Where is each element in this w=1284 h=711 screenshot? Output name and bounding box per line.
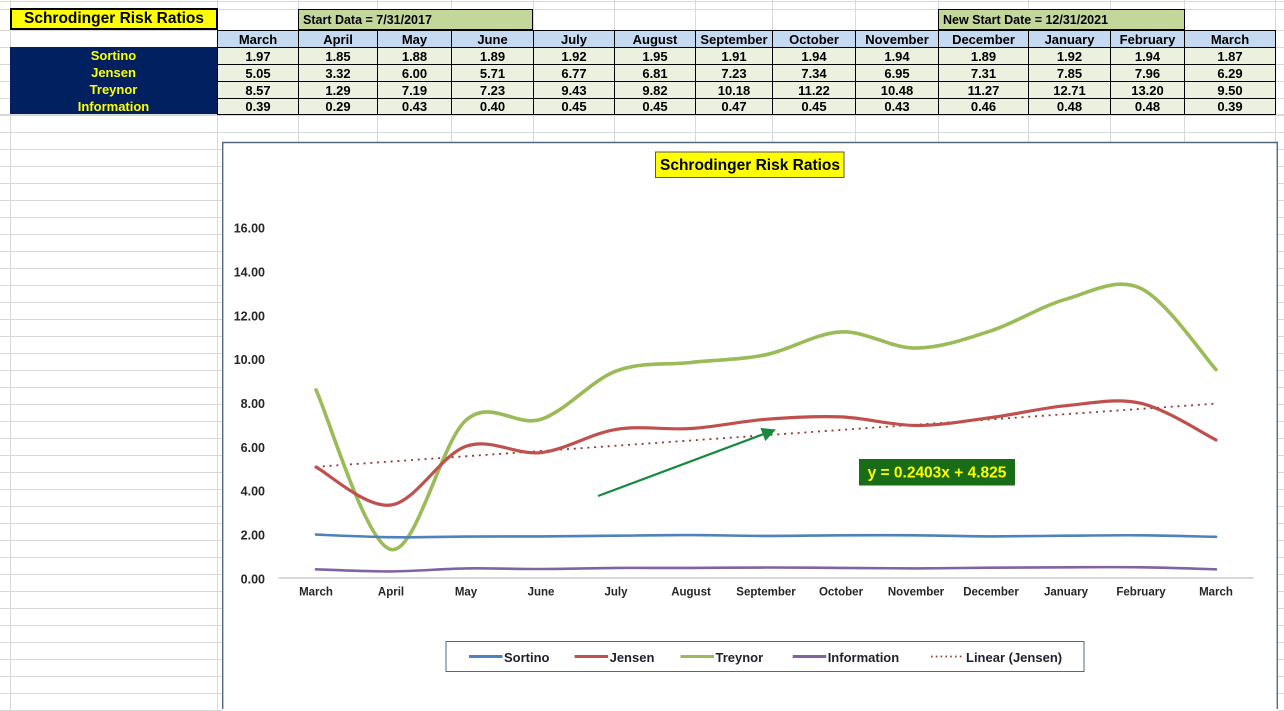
svg-text:0.00: 0.00 (241, 572, 265, 586)
svg-text:Jensen: Jensen (610, 650, 655, 665)
svg-text:10.00: 10.00 (234, 353, 265, 367)
svg-text:March: March (299, 587, 333, 599)
svg-text:y = 0.2403x + 4.825: y = 0.2403x + 4.825 (868, 464, 1007, 481)
svg-text:4.00: 4.00 (241, 485, 265, 499)
svg-text:August: August (671, 587, 711, 599)
svg-text:November: November (888, 587, 945, 599)
svg-text:September: September (736, 587, 796, 599)
svg-text:Linear (Jensen): Linear (Jensen) (966, 650, 1062, 665)
svg-text:May: May (455, 587, 478, 599)
svg-text:March: March (1199, 587, 1233, 599)
svg-text:Treynor: Treynor (716, 650, 764, 665)
svg-text:December: December (963, 587, 1019, 599)
svg-text:June: June (528, 587, 555, 599)
svg-text:6.00: 6.00 (241, 441, 265, 455)
svg-text:14.00: 14.00 (234, 266, 265, 280)
svg-text:January: January (1044, 587, 1089, 599)
svg-text:April: April (378, 587, 404, 599)
svg-text:February: February (1116, 587, 1166, 599)
svg-text:Schrodinger Risk Ratios: Schrodinger Risk Ratios (660, 157, 840, 174)
svg-text:Sortino: Sortino (504, 650, 550, 665)
svg-text:16.00: 16.00 (234, 222, 265, 236)
svg-text:2.00: 2.00 (241, 529, 265, 543)
svg-text:October: October (819, 587, 864, 599)
svg-text:Information: Information (828, 650, 900, 665)
svg-text:12.00: 12.00 (234, 309, 265, 323)
svg-text:July: July (604, 587, 628, 599)
svg-text:8.00: 8.00 (241, 397, 265, 411)
